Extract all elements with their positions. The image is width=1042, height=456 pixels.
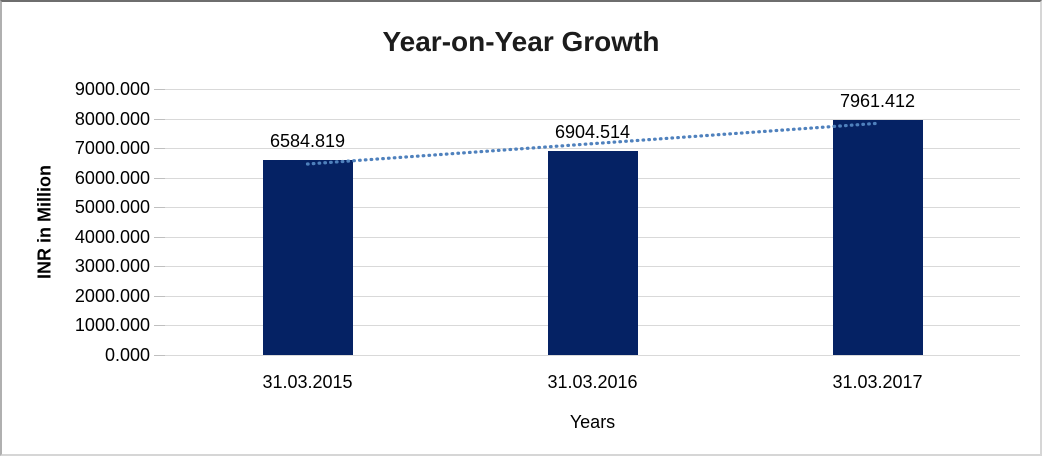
y-axis-tick-mark — [154, 89, 165, 90]
x-axis-tick-label: 31.03.2015 — [262, 372, 353, 392]
trendline — [305, 121, 880, 166]
y-axis-tick-mark — [154, 118, 165, 120]
y-axis-tick-mark — [154, 177, 165, 179]
bar-value-label: 7961.412 — [839, 90, 916, 111]
y-axis-tick-mark — [154, 207, 165, 209]
y-axis-tick-mark — [154, 325, 165, 327]
y-axis-tick-label: 5000.000 — [74, 197, 150, 218]
category-cell: 6584.819 — [165, 89, 450, 355]
y-axis-tick-label: 3000.000 — [74, 256, 150, 277]
plot-area: 6584.819 6904.514 7961.412 — [165, 89, 1020, 356]
y-axis-tick-mark — [154, 295, 165, 297]
bar — [547, 150, 638, 355]
x-axis-tick-label: 31.03.2017 — [832, 372, 923, 392]
category-cell: 6904.514 — [450, 89, 735, 355]
y-axis-tick-label: 0.000 — [104, 345, 150, 365]
y-axis-tick-label: 2000.000 — [74, 285, 150, 306]
gridline — [165, 355, 1020, 356]
bars-row: 6584.819 6904.514 7961.412 — [165, 89, 1020, 355]
y-axis-tick-mark — [154, 266, 165, 268]
gridline — [165, 118, 1020, 120]
y-axis-tick-label: 7000.000 — [74, 138, 150, 159]
y-axis-tick-mark — [154, 236, 165, 238]
chart-title: Year-on-Year Growth — [382, 26, 660, 57]
gridline — [165, 89, 1020, 90]
x-axis-title: Years — [569, 412, 616, 432]
bar — [832, 119, 923, 355]
y-axis-tick-label: 4000.000 — [74, 226, 150, 247]
category-cell: 7961.412 — [735, 89, 1020, 355]
bar-value-label: 6584.819 — [269, 131, 346, 152]
bar — [262, 160, 353, 355]
y-axis-tick-mark — [154, 148, 165, 150]
y-axis-tick-label: 8000.000 — [74, 108, 150, 129]
trendline-segment — [305, 121, 880, 166]
y-axis-tick-label: 9000.000 — [74, 79, 150, 99]
x-axis-tick-labels: 31.03.2015 31.03.2016 31.03.2017 — [165, 372, 1020, 393]
y-axis-tick-mark — [154, 355, 165, 356]
y-axis-tick-label: 6000.000 — [74, 167, 150, 188]
x-axis-tick-label: 31.03.2016 — [547, 372, 638, 392]
gridline — [165, 148, 1020, 150]
y-axis-tick-labels: 9000.000 8000.000 7000.000 6000.000 5000.000… — [2, 79, 150, 365]
bar-value-label: 6904.514 — [554, 121, 631, 142]
y-axis-tick-label: 1000.000 — [74, 315, 150, 336]
y-axis-tick-marks — [154, 89, 165, 356]
